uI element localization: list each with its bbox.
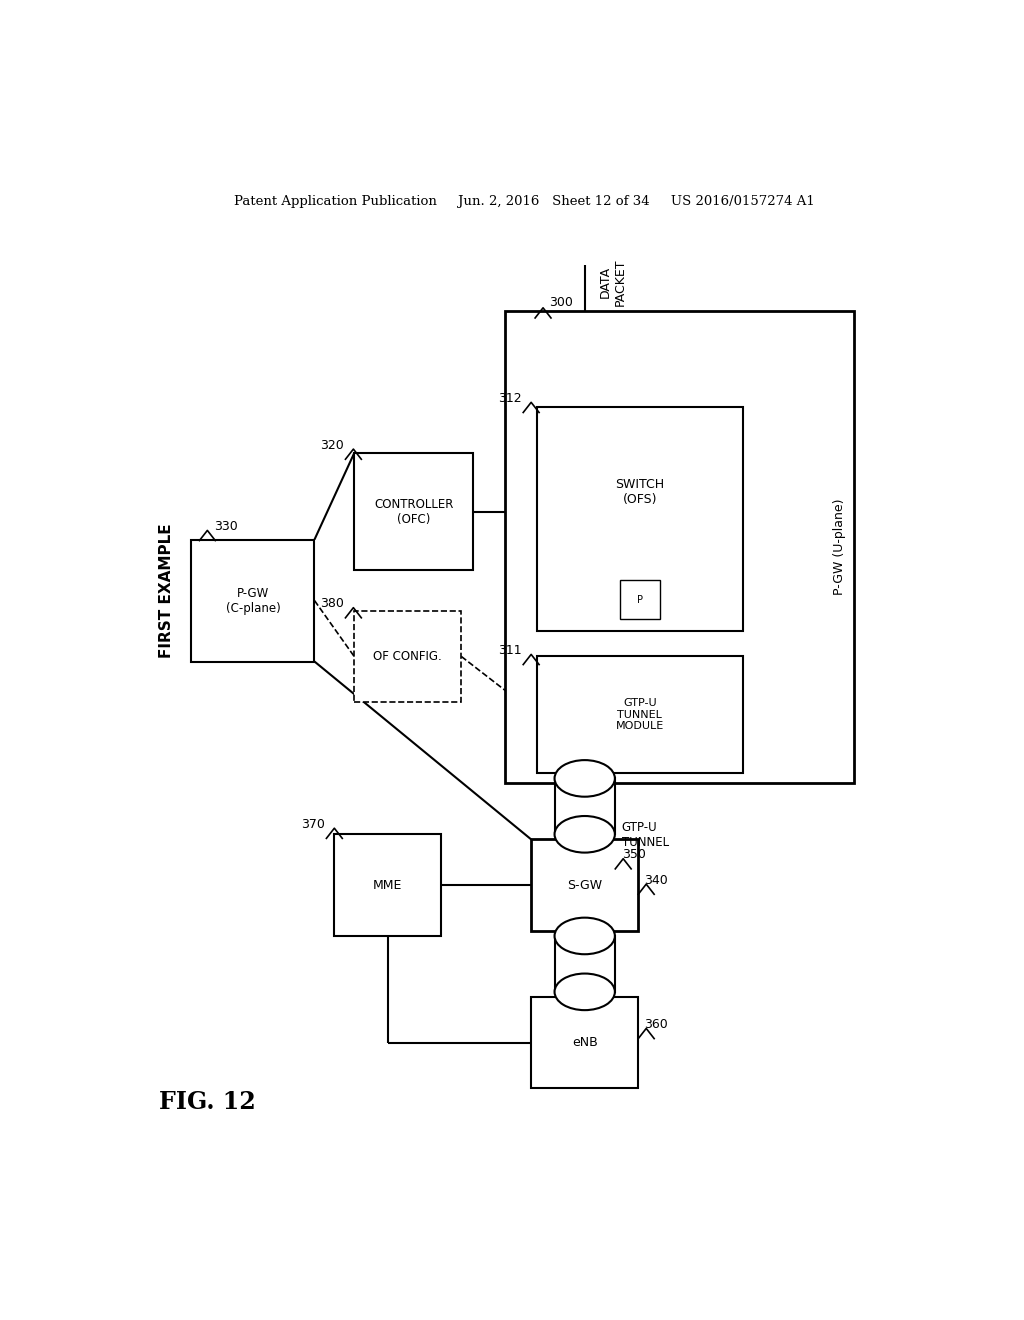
Text: P-GW (U-plane): P-GW (U-plane) (834, 499, 847, 595)
Text: GTP-U
TUNNEL
MODULE: GTP-U TUNNEL MODULE (615, 698, 664, 731)
Text: 311: 311 (498, 644, 521, 657)
Text: FIRST EXAMPLE: FIRST EXAMPLE (159, 523, 174, 657)
Text: P: P (637, 594, 643, 605)
Text: DATA
PACKET: DATA PACKET (599, 259, 627, 306)
Text: 312: 312 (498, 392, 521, 405)
Ellipse shape (555, 917, 614, 954)
Text: S-GW: S-GW (567, 879, 602, 891)
Ellipse shape (555, 760, 614, 797)
Bar (354, 453, 473, 570)
Bar (537, 656, 743, 774)
Text: 330: 330 (214, 520, 238, 533)
Text: SWITCH
(OFS): SWITCH (OFS) (615, 478, 665, 507)
Bar (531, 840, 638, 931)
Bar (555, 779, 614, 834)
Text: eNB: eNB (571, 1036, 598, 1049)
Bar (620, 581, 659, 619)
Bar (537, 408, 743, 631)
Bar (531, 997, 638, 1089)
Bar (191, 540, 314, 661)
Bar (555, 936, 614, 991)
Ellipse shape (555, 816, 614, 853)
Text: Patent Application Publication     Jun. 2, 2016   Sheet 12 of 34     US 2016/015: Patent Application Publication Jun. 2, 2… (234, 194, 815, 207)
Text: 350: 350 (622, 849, 645, 861)
Text: P-GW
(C-plane): P-GW (C-plane) (225, 586, 281, 615)
Bar (354, 611, 461, 702)
Bar (505, 312, 854, 784)
Text: MME: MME (373, 879, 402, 891)
Text: 360: 360 (644, 1018, 668, 1031)
Text: FIG. 12: FIG. 12 (159, 1089, 256, 1114)
Text: 340: 340 (644, 874, 668, 887)
Text: 370: 370 (301, 817, 325, 830)
Text: 300: 300 (549, 296, 572, 309)
Text: 380: 380 (319, 597, 344, 610)
Ellipse shape (555, 974, 614, 1010)
Text: GTP-U
TUNNEL: GTP-U TUNNEL (622, 821, 669, 849)
Text: CONTROLLER
(OFC): CONTROLLER (OFC) (374, 498, 454, 525)
Text: OF CONFIG.: OF CONFIG. (374, 649, 442, 663)
Bar (334, 834, 441, 936)
Text: 320: 320 (321, 438, 344, 451)
